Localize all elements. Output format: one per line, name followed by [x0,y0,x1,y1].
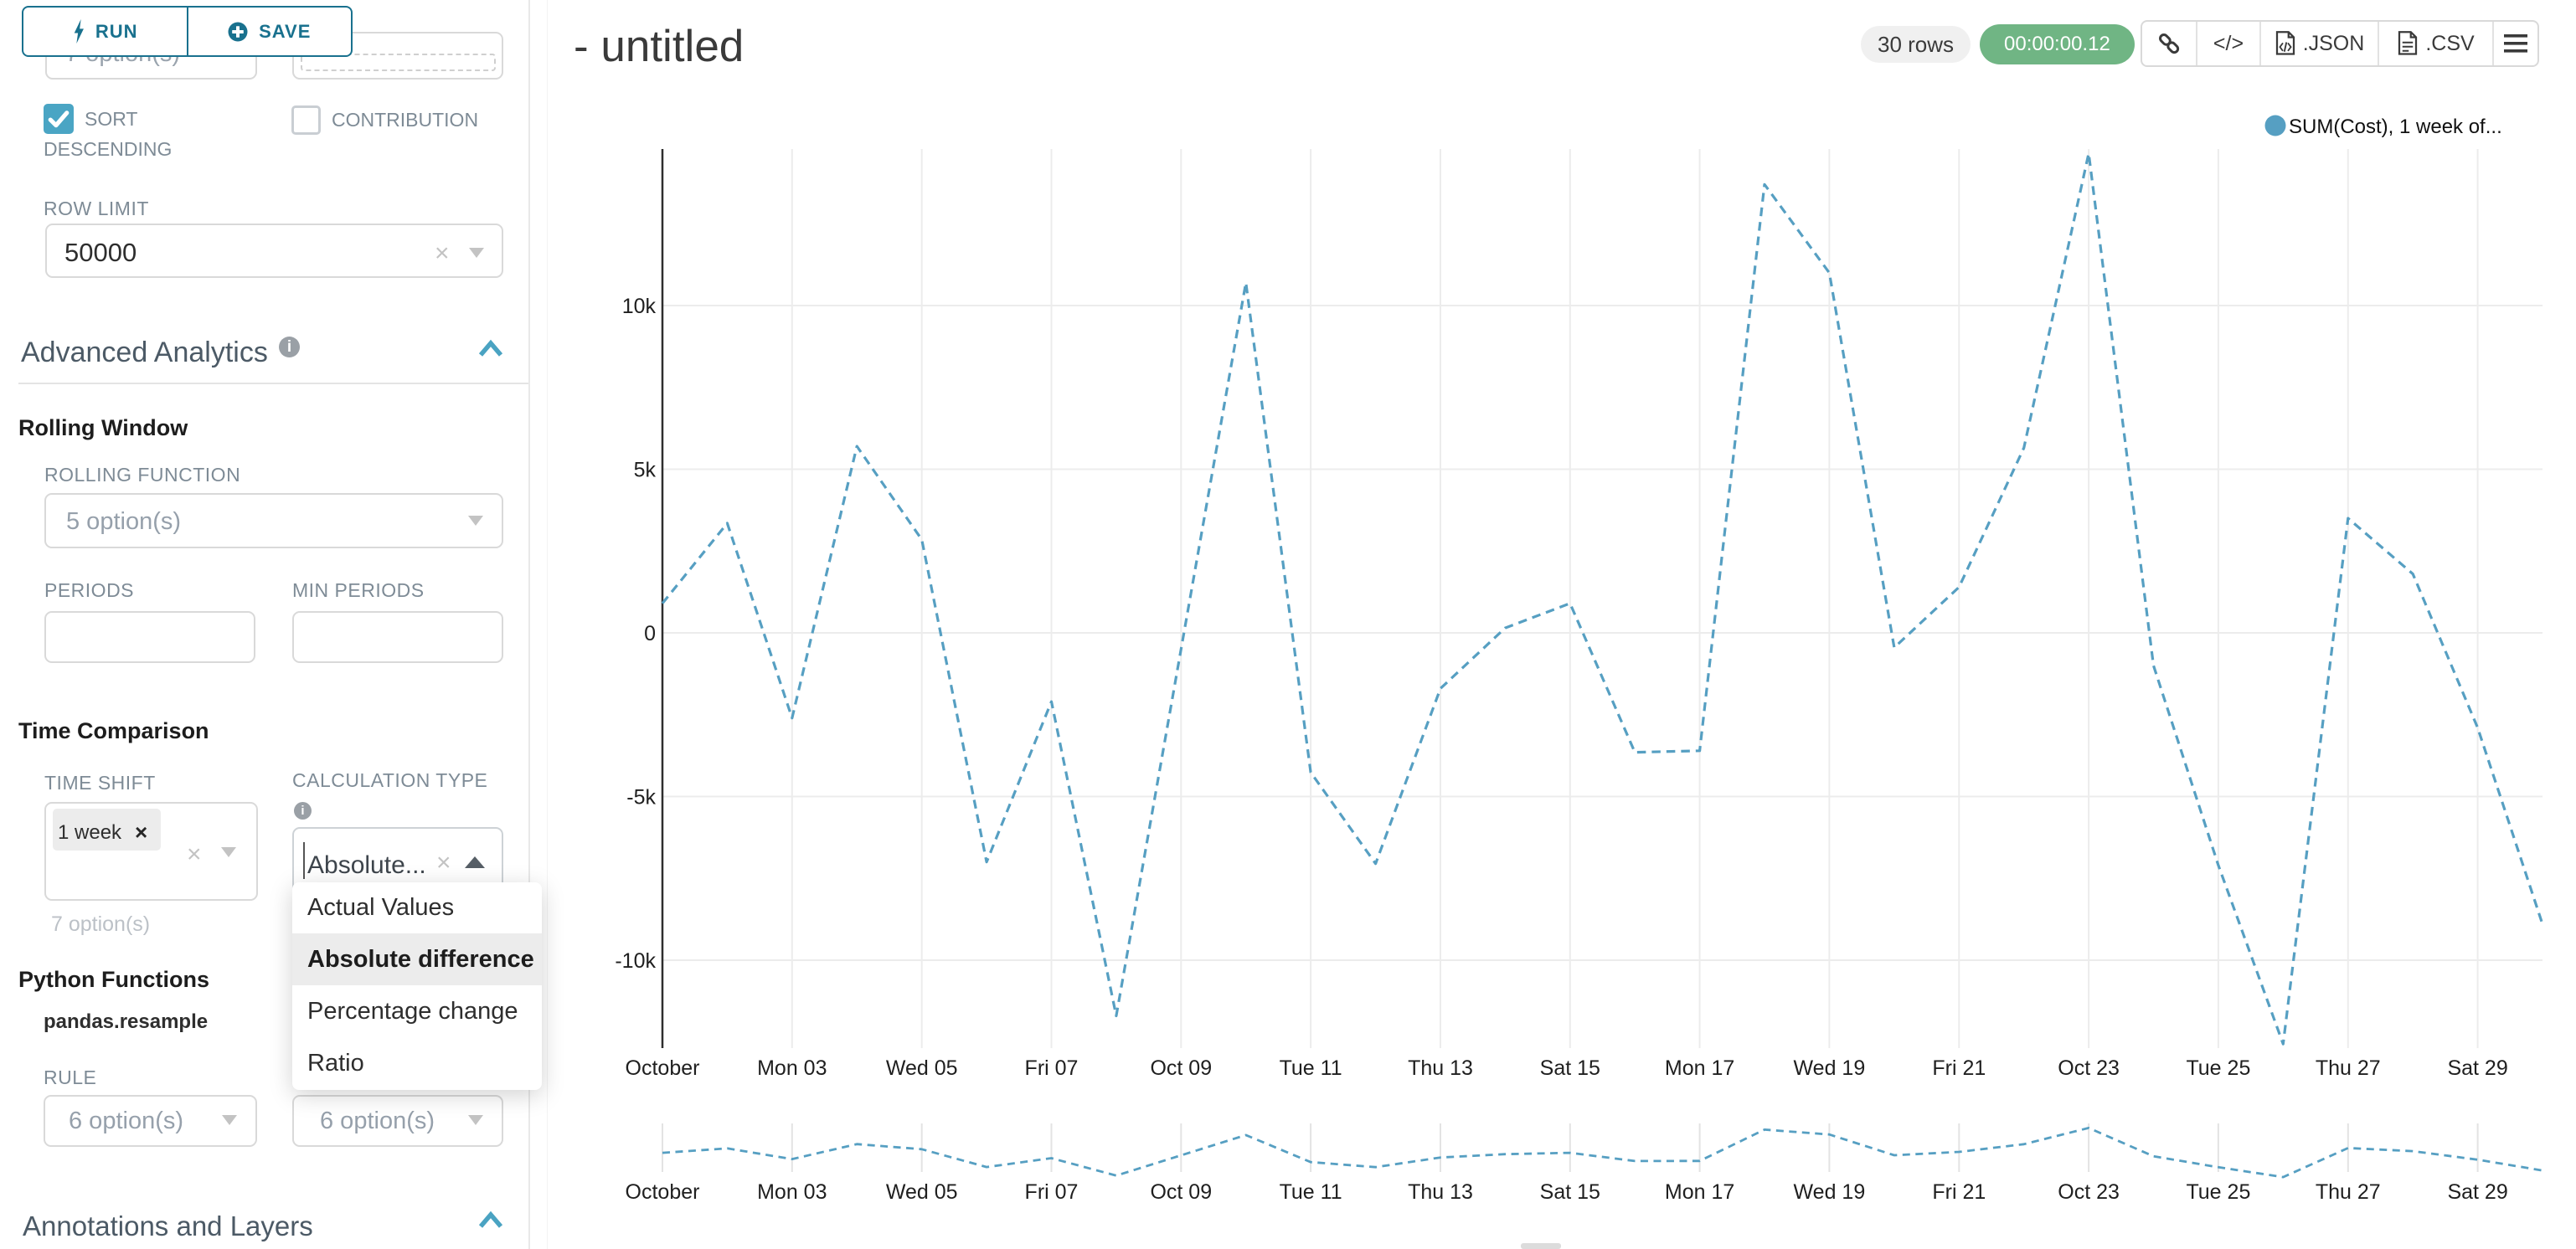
svg-text:Mon 17: Mon 17 [1665,1056,1734,1080]
svg-text:Tue 11: Tue 11 [1280,1180,1342,1204]
svg-text:Thu 13: Thu 13 [1408,1180,1473,1204]
svg-text:October: October [626,1056,700,1080]
svg-text:Mon 17: Mon 17 [1665,1180,1734,1204]
svg-text:-5k: -5k [626,786,656,810]
svg-text:Oct 23: Oct 23 [2058,1056,2120,1080]
svg-text:Sat 29: Sat 29 [2447,1056,2507,1080]
svg-text:10k: 10k [622,295,657,318]
svg-text:Wed 19: Wed 19 [1794,1056,1866,1080]
svg-text:Tue 11: Tue 11 [1280,1056,1342,1080]
svg-text:Sat 29: Sat 29 [2447,1180,2507,1204]
svg-text:Fri 21: Fri 21 [1932,1180,1986,1204]
svg-text:Wed 19: Wed 19 [1794,1180,1866,1204]
svg-text:Oct 09: Oct 09 [1150,1180,1212,1204]
svg-text:Fri 21: Fri 21 [1932,1056,1986,1080]
svg-text:October: October [626,1180,700,1204]
svg-text:Mon 03: Mon 03 [757,1056,827,1080]
svg-text:Wed 05: Wed 05 [886,1180,958,1204]
svg-text:Sat 15: Sat 15 [1540,1180,1600,1204]
svg-text:5k: 5k [634,459,657,482]
svg-text:Mon 03: Mon 03 [757,1180,827,1204]
svg-text:Tue 25: Tue 25 [2186,1056,2250,1080]
svg-text:Thu 13: Thu 13 [1408,1056,1473,1080]
svg-text:Sat 15: Sat 15 [1540,1056,1600,1080]
svg-text:Thu 27: Thu 27 [2316,1180,2381,1204]
svg-text:Fri 07: Fri 07 [1025,1056,1079,1080]
svg-text:SUM(Cost), 1 week of...: SUM(Cost), 1 week of... [2289,116,2502,138]
svg-text:0: 0 [644,622,656,645]
svg-text:Tue 25: Tue 25 [2186,1180,2250,1204]
svg-text:Wed 05: Wed 05 [886,1056,958,1080]
svg-text:Oct 09: Oct 09 [1150,1056,1212,1080]
svg-text:Thu 27: Thu 27 [2316,1056,2381,1080]
svg-text:Fri 07: Fri 07 [1025,1180,1079,1204]
svg-text:-10k: -10k [615,949,656,973]
svg-text:Oct 23: Oct 23 [2058,1180,2120,1204]
